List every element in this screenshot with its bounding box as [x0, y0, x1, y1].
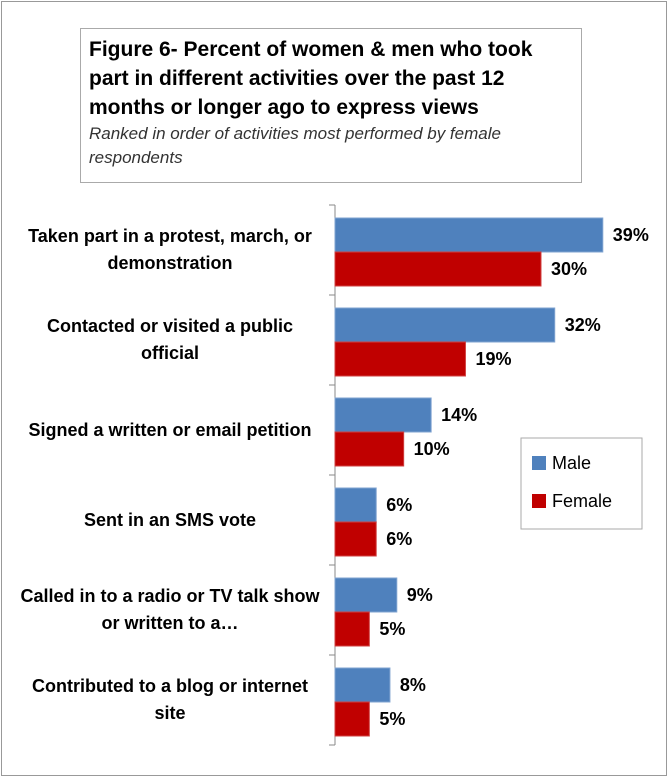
bar	[334, 487, 377, 523]
legend-swatch	[532, 494, 546, 508]
bar	[334, 431, 405, 467]
legend-label: Male	[552, 453, 591, 473]
bar	[334, 577, 398, 613]
value-label: 9%	[407, 585, 433, 605]
value-label: 8%	[400, 675, 426, 695]
category-label: Contributed to a blog or internet site	[32, 676, 308, 723]
bar	[334, 251, 542, 287]
legend-label: Female	[552, 491, 612, 511]
value-label: 19%	[475, 349, 511, 369]
value-label: 14%	[441, 405, 477, 425]
legend: Male Female	[520, 437, 643, 530]
bar	[334, 341, 466, 377]
value-label: 32%	[565, 315, 601, 335]
category-label: Contacted or visited a public official	[46, 316, 294, 363]
value-label: 10%	[414, 439, 450, 459]
category-label: Signed a written or email petition	[28, 419, 312, 440]
title-box: Figure 6- Percent of women & men who too…	[80, 28, 582, 183]
bar	[334, 217, 604, 253]
value-label: 5%	[379, 619, 405, 639]
bar	[334, 307, 556, 343]
legend-box	[520, 437, 643, 530]
bar	[334, 611, 370, 647]
category-label: Sent in an SMS vote	[83, 509, 257, 530]
category-label: Taken part in a protest, march, or demon…	[28, 226, 312, 273]
bar	[334, 397, 432, 433]
value-label: 6%	[386, 495, 412, 515]
value-label: 39%	[613, 225, 649, 245]
chart-title: Figure 6- Percent of women & men who too…	[89, 38, 533, 119]
legend-swatch	[532, 456, 546, 470]
category-label: Called in to a radio or TV talk show or …	[20, 586, 320, 633]
bar	[334, 521, 377, 557]
value-label: 30%	[551, 259, 587, 279]
bar	[334, 667, 391, 703]
bar	[334, 701, 370, 737]
value-label: 6%	[386, 529, 412, 549]
chart-subtitle: Ranked in order of activities most perfo…	[89, 124, 501, 167]
value-label: 5%	[379, 709, 405, 729]
